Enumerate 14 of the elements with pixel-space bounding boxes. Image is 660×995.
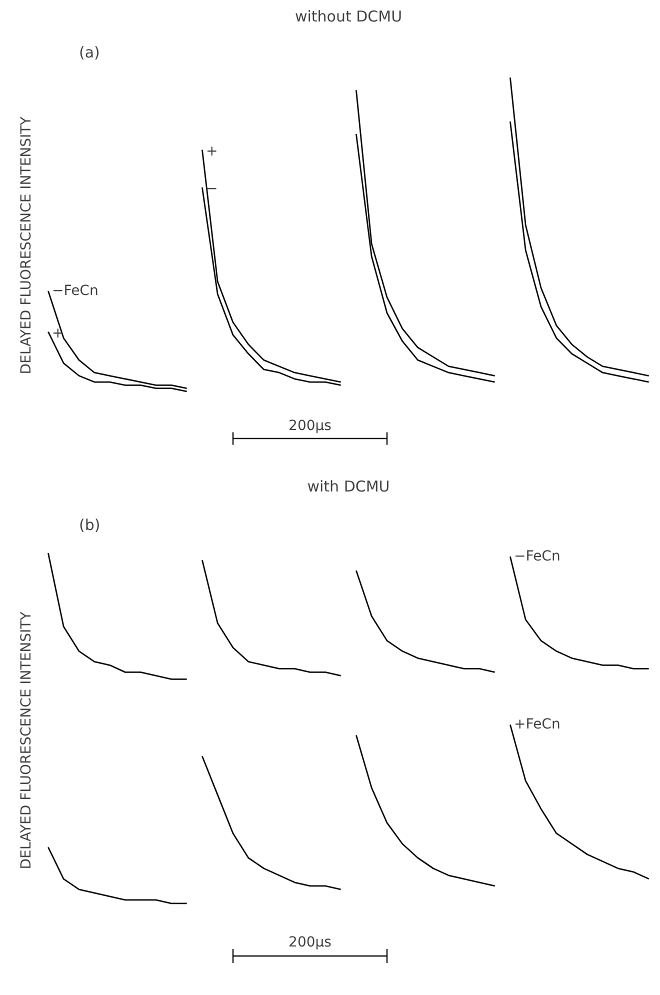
text: 200µs xyxy=(288,934,332,951)
text: 200µs xyxy=(288,418,332,434)
text: (a) xyxy=(79,43,100,62)
y-axis-title: DELAYED FLUORESCENCE INTENSITY xyxy=(18,116,34,374)
chart-title: without DCMU xyxy=(294,8,402,26)
series-label: + xyxy=(52,325,64,342)
series-label: − xyxy=(206,180,218,197)
series-label: −FeCn xyxy=(52,283,98,300)
y-axis-title: DELAYED FLUORESCENCE INTENSITY xyxy=(18,611,34,870)
series-label: +FeCn xyxy=(514,716,560,733)
series-label: + xyxy=(206,143,218,160)
series-label: −FeCn xyxy=(514,548,560,565)
chart-title: with DCMU xyxy=(307,478,390,496)
text: (b) xyxy=(79,516,100,534)
